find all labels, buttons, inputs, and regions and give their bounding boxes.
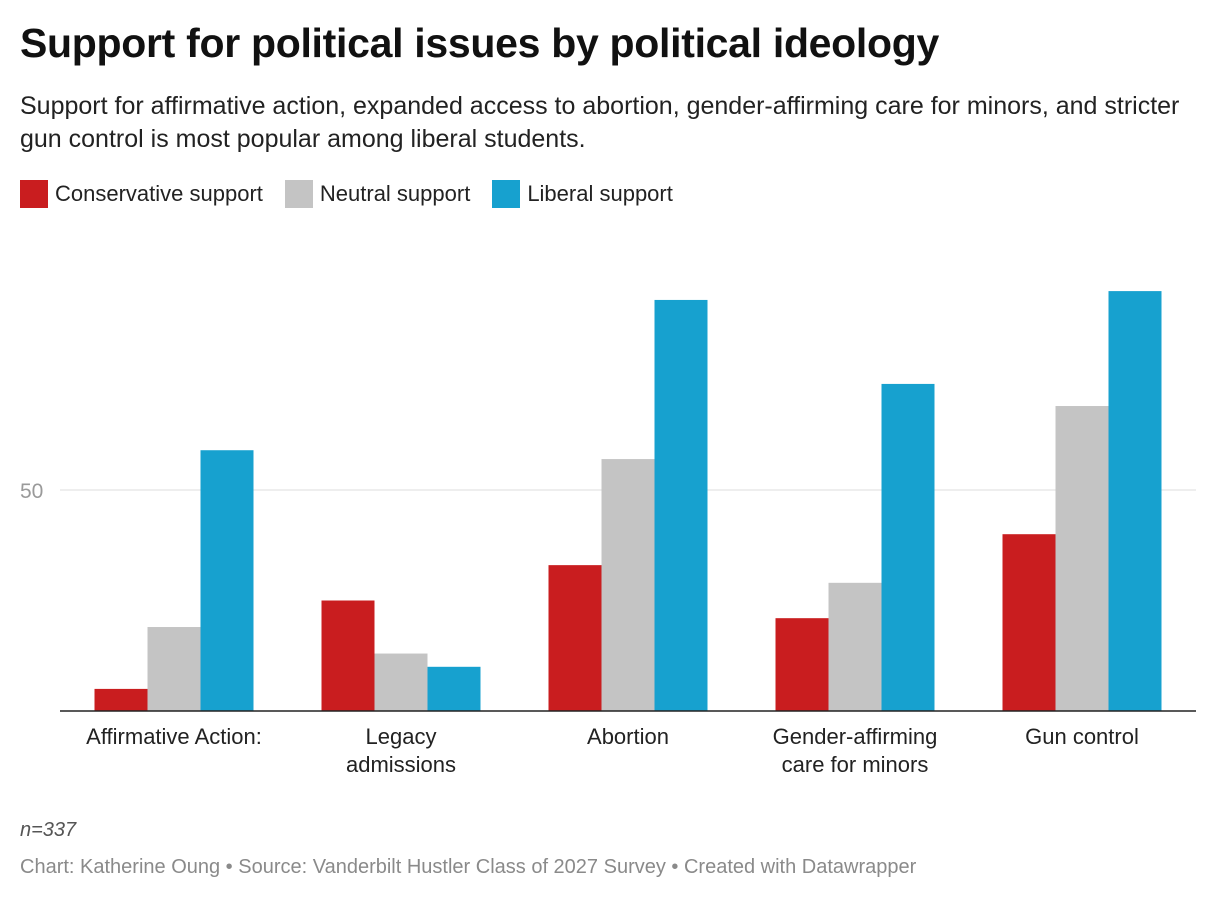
bar-liberal-0 — [200, 450, 254, 711]
legend-swatch-conservative — [20, 180, 48, 208]
x-tick-label-3: Gender-affirming care for minors — [773, 724, 938, 777]
legend-item-neutral: Neutral support — [284, 180, 471, 208]
bar-conservative-4 — [1002, 534, 1056, 711]
x-tick-label-line: Abortion — [587, 724, 669, 749]
legend-swatch-neutral — [284, 180, 313, 208]
bar-neutral-0 — [147, 627, 201, 711]
bar-conservative-1 — [321, 600, 375, 711]
x-tick-label-1: Legacy admissions — [346, 724, 456, 777]
x-tick-label-line: Affirmative Action: — [86, 724, 262, 749]
bar-neutral-3 — [828, 582, 882, 711]
y-tick-label-50: 50 — [20, 480, 43, 503]
chart-title: Support for political issues by politica… — [20, 20, 940, 66]
x-tick-label-line: admissions — [346, 752, 456, 777]
bar-conservative-2 — [548, 565, 602, 711]
bar-liberal-2 — [654, 299, 708, 711]
legend-label-liberal: Liberal support — [527, 181, 673, 206]
chart-footer: Chart: Katherine Oung • Source: Vanderbi… — [20, 856, 917, 878]
bar-liberal-1 — [427, 666, 481, 711]
x-tick-label-4: Gun control — [1025, 724, 1139, 749]
sample-size-note: n=337 — [20, 819, 77, 841]
bar-conservative-3 — [775, 618, 829, 711]
legend: Conservative support Neutral support Lib… — [20, 180, 695, 208]
legend-item-liberal: Liberal support — [492, 180, 673, 208]
legend-label-conservative: Conservative support — [55, 181, 263, 206]
legend-swatch-liberal — [492, 180, 521, 208]
x-tick-label-line: Legacy — [366, 724, 437, 749]
bar-neutral-4 — [1055, 406, 1109, 711]
x-tick-label-2: Abortion — [587, 724, 669, 749]
bar-liberal-4 — [1108, 291, 1162, 711]
legend-label-neutral: Neutral support — [319, 181, 471, 206]
x-tick-label-0: Affirmative Action: — [86, 724, 262, 749]
x-tick-label-line: Gun control — [1025, 724, 1139, 749]
x-tick-label-line: Gender-affirming — [773, 724, 938, 749]
x-tick-label-line: care for minors — [782, 752, 929, 777]
bar-conservative-0 — [94, 688, 148, 711]
legend-item-conservative: Conservative support — [20, 180, 263, 208]
bar-neutral-1 — [374, 653, 428, 711]
chart-subtitle: Support for affirmative action, expanded… — [20, 92, 1180, 153]
bar-chart: 50 Affirmative Action: Legacy admissions Abo… — [20, 291, 1196, 777]
bar-neutral-2 — [601, 459, 655, 711]
bar-liberal-3 — [881, 383, 935, 711]
